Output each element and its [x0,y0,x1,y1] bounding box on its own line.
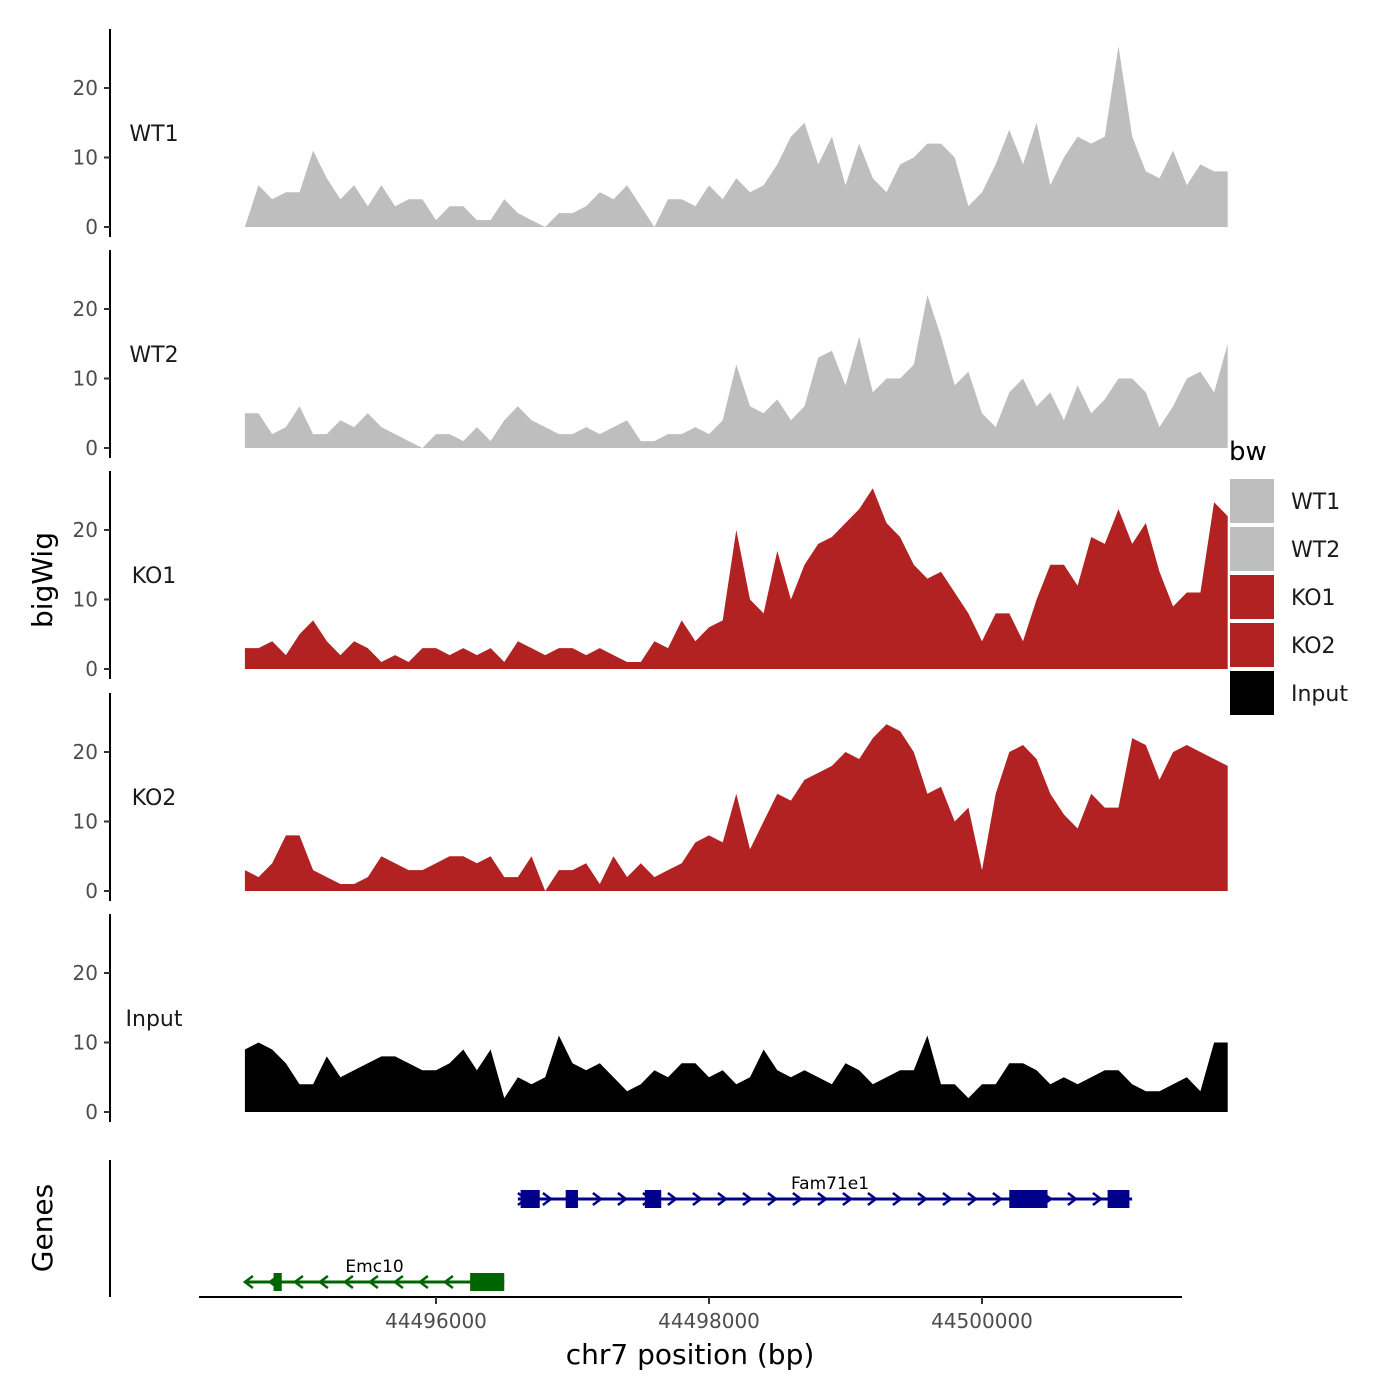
y-tick-label: 0 [85,879,98,903]
y-tick-label: 10 [73,146,98,170]
strand-arrow [917,1192,928,1206]
coverage-area-input [244,1035,1228,1112]
legend-label-input: Input [1291,682,1348,707]
strand-arrow [667,1192,678,1206]
track-wt2: 0 10 20 WT2 [73,250,1228,460]
track-ko1: 0 10 20 KO1 [73,471,1228,681]
coverage-area-wt2 [244,295,1228,448]
y-tick-label: 0 [85,436,98,460]
strand-arrow [792,1192,803,1206]
strand-arrow [617,1192,628,1206]
legend-key-ko2 [1228,621,1276,669]
exon [470,1273,505,1291]
y-tick-label: 20 [73,740,98,764]
strand-arrow [742,1192,753,1206]
x-tick-label: 44500000 [931,1309,1033,1333]
track-label: WT1 [129,122,178,147]
coverage-area-ko2 [244,724,1228,891]
gene-name-label: Fam71e1 [791,1174,869,1194]
gene-name-label: Emc10 [345,1257,403,1277]
exon [644,1190,662,1208]
strand-arrow [967,1192,978,1206]
strand-arrow [867,1192,878,1206]
legend-key-ko1 [1228,573,1276,621]
strand-arrow [892,1192,903,1206]
legend-key-wt2 [1228,525,1276,573]
track-ko2: 0 10 20 KO2 [73,693,1228,903]
strand-arrow [367,1275,379,1289]
y-tick-label: 20 [73,76,98,100]
strand-arrow [817,1192,828,1206]
strand-arrow [317,1275,329,1289]
track-input: 0 10 20 Input [73,914,1228,1124]
strand-arrow [592,1192,603,1206]
legend-label-wt2: WT2 [1291,538,1340,563]
y-tick-label: 0 [85,657,98,681]
exon [1009,1190,1048,1208]
y-tick-label: 0 [85,215,98,239]
exon [1107,1190,1130,1208]
y-tick-label: 10 [73,588,98,612]
strand-arrow [442,1275,454,1289]
legend-label-ko1: KO1 [1291,586,1336,611]
gene-fam71e1: Fam71e1 [517,1174,1133,1208]
y-tick-label: 20 [73,961,98,985]
strand-arrow [417,1275,429,1289]
strand-arrow [717,1192,728,1206]
y-tick-label: 10 [73,367,98,391]
strand-arrow [767,1192,778,1206]
y-tick-label: 0 [85,1100,98,1124]
legend-key-wt1 [1228,477,1276,525]
y-tick-label: 20 [73,297,98,321]
y-tick-label: 10 [73,1031,98,1055]
strand-arrow [392,1275,404,1289]
track-label: KO1 [132,564,177,589]
legend-label-ko2: KO2 [1291,634,1336,659]
strand-arrow [992,1192,1003,1206]
legend-key-input [1228,669,1276,717]
y-tick-label: 10 [73,810,98,834]
strand-arrow [242,1275,254,1289]
strand-arrow [942,1192,953,1206]
strand-arrow [542,1192,553,1206]
x-axis-title: chr7 position (bp) [566,1338,815,1371]
gene-emc10: Emc10 [242,1257,505,1291]
exon [273,1273,282,1291]
track-label: WT2 [129,343,178,368]
legend-title: bw [1229,437,1267,467]
strand-arrow [692,1192,703,1206]
strand-arrow [842,1192,853,1206]
strand-arrow [342,1275,354,1289]
exon [565,1190,578,1208]
x-axis: 44496000 44498000 44500000 [199,1296,1182,1333]
track-wt1: 0 10 20 WT1 [73,29,1228,239]
y-tick-label: 20 [73,518,98,542]
coverage-area-ko1 [244,488,1228,669]
strand-arrow [1067,1192,1078,1206]
x-tick-label: 44498000 [658,1309,760,1333]
genes-panel: Fam71e1 Emc10 [109,1160,1133,1297]
x-tick-label: 44496000 [385,1309,487,1333]
strand-arrow [1092,1192,1103,1206]
coverage-area-wt1 [244,46,1228,227]
coverage-tracks: 0 10 20 WT1 0 10 20 WT2 0 10 20 KO1 0 10 20 KO2 0 10 20 Inp… [73,29,1228,1124]
genes-panel-label: Genes [26,1184,59,1272]
y-axis-title: bigWig [26,532,59,628]
track-label: Input [126,1007,183,1032]
exon [520,1190,540,1208]
legend-label-wt1: WT1 [1291,490,1340,515]
strand-arrow [292,1275,304,1289]
track-label: KO2 [132,786,177,811]
legend: bw WT1 WT2 KO1 KO2 Input [1228,437,1348,717]
